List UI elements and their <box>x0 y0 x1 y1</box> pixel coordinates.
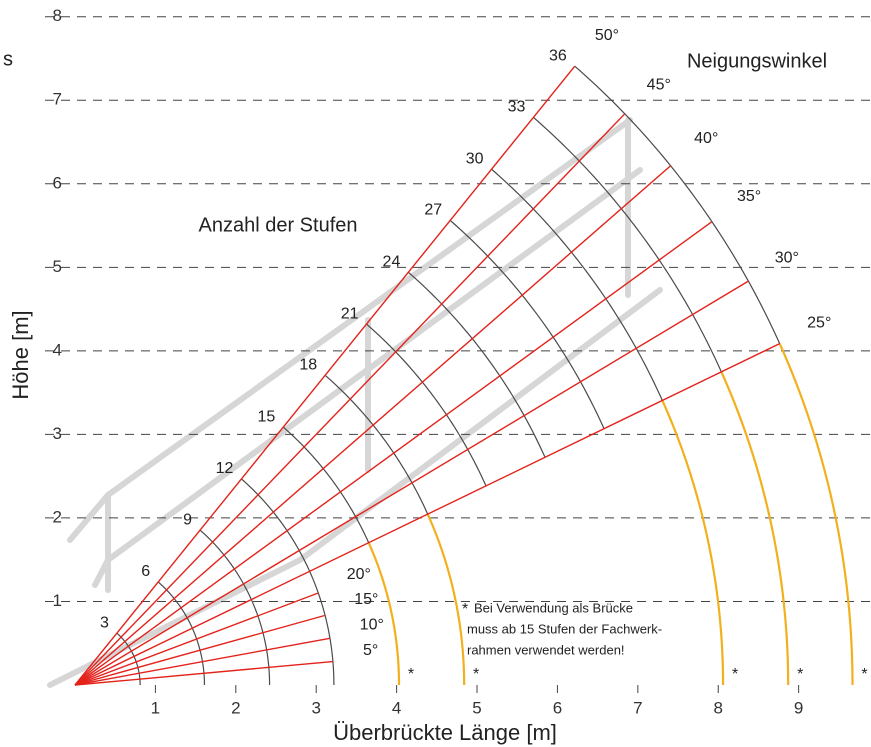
corner-text: s <box>3 48 13 70</box>
x-axis-title: Überbrückte Länge [m] <box>333 720 557 745</box>
angle-label: 15° <box>354 591 378 608</box>
angle-label: 5° <box>363 642 378 659</box>
step-label: 9 <box>183 511 192 528</box>
footnote-line: Bei Verwendung als Brücke <box>474 600 633 615</box>
footnote-marker: * <box>462 601 468 618</box>
step-arc <box>574 65 781 344</box>
angle-label: 25° <box>807 314 831 331</box>
angle-ray <box>74 165 672 686</box>
step-label: 21 <box>341 305 359 322</box>
y-tick-label: 2 <box>53 507 62 526</box>
bridge-arc <box>426 513 466 686</box>
y-tick-label: 1 <box>53 591 62 610</box>
steps-title: Anzahl der Stufen <box>199 214 358 236</box>
step-label: 18 <box>299 356 317 373</box>
bridge-arc <box>661 400 725 686</box>
step-label: 36 <box>549 47 567 64</box>
step-arc <box>533 116 722 373</box>
x-tick-label: 3 <box>311 698 320 717</box>
angle-ray <box>74 592 319 686</box>
step-label: 27 <box>424 202 442 219</box>
y-tick-label: 5 <box>53 257 62 276</box>
angle-ray <box>74 637 331 686</box>
angle-ray <box>74 660 333 686</box>
step-arc <box>366 323 487 487</box>
step-label: 12 <box>216 460 234 477</box>
angle-label: 45° <box>647 76 671 93</box>
angle-label: 35° <box>737 188 761 205</box>
footnote-line: rahmen verwendet werden! <box>467 642 625 657</box>
angle-ray <box>74 280 749 686</box>
x-tick-label: 6 <box>553 698 562 717</box>
x-tick-label: 2 <box>231 698 240 717</box>
angle-label: 20° <box>347 566 371 583</box>
footnote-marker: * <box>861 666 867 683</box>
angle-ray <box>74 342 780 686</box>
angle-label: 30° <box>775 250 799 267</box>
step-label: 30 <box>466 150 484 167</box>
y-tick-label: 6 <box>53 173 62 192</box>
x-tick-label: 7 <box>633 698 642 717</box>
y-tick-label: 7 <box>53 90 62 109</box>
x-tick-label: 5 <box>472 698 481 717</box>
bridge-arc <box>778 343 854 686</box>
y-tick-label: 3 <box>53 424 62 443</box>
step-label: 24 <box>383 253 401 270</box>
footnote-marker: * <box>797 666 803 683</box>
angle-label: 40° <box>694 130 718 147</box>
x-tick-label: 9 <box>794 698 803 717</box>
sketch-rail <box>67 117 633 543</box>
step-arc <box>449 219 605 429</box>
step-label: 6 <box>141 563 150 580</box>
step-label: 33 <box>508 99 526 116</box>
angle-ray <box>74 113 626 686</box>
footnote-marker: * <box>732 666 738 683</box>
footnote-marker: * <box>408 666 414 683</box>
footnote-line: muss ab 15 Stufen der Fachwerk- <box>467 621 662 636</box>
bridge-arc <box>720 371 790 686</box>
angle-ray <box>74 65 576 686</box>
step-arc <box>491 168 663 401</box>
angle-label: 10° <box>360 616 384 633</box>
step-arc <box>282 426 370 543</box>
angle-ray <box>74 221 713 686</box>
y-axis-title: Höhe [m] <box>8 310 33 399</box>
x-tick-label: 8 <box>713 698 722 717</box>
angle-title: Neigungswinkel <box>687 50 827 72</box>
y-tick-label: 8 <box>53 6 62 25</box>
step-label: 3 <box>100 614 109 631</box>
x-tick-label: 4 <box>392 698 401 717</box>
angle-ray <box>74 614 326 686</box>
step-arc <box>324 374 429 515</box>
angle-label: 50° <box>595 27 619 44</box>
y-tick-label: 4 <box>53 340 62 359</box>
x-tick-label: 1 <box>151 698 160 717</box>
footnote-marker: * <box>473 666 479 683</box>
step-arc <box>407 271 546 458</box>
bridge-arc <box>367 542 401 686</box>
step-label: 15 <box>257 408 275 425</box>
